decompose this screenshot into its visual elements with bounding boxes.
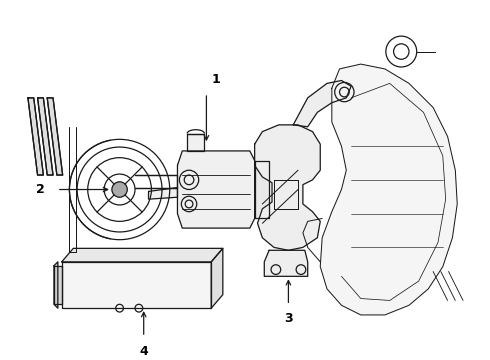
Text: 3: 3 <box>284 312 293 325</box>
Polygon shape <box>211 248 223 308</box>
Polygon shape <box>293 81 351 127</box>
Polygon shape <box>255 161 269 219</box>
Polygon shape <box>62 248 223 262</box>
Polygon shape <box>187 134 204 151</box>
Polygon shape <box>264 250 308 276</box>
Polygon shape <box>255 125 320 250</box>
Text: 2: 2 <box>36 183 44 196</box>
Polygon shape <box>54 266 62 304</box>
Polygon shape <box>38 98 53 175</box>
Polygon shape <box>28 98 44 175</box>
Polygon shape <box>320 64 457 315</box>
Text: 1: 1 <box>211 73 220 86</box>
Polygon shape <box>62 262 211 308</box>
Circle shape <box>112 182 127 197</box>
Polygon shape <box>54 262 58 308</box>
Polygon shape <box>47 98 63 175</box>
Text: 4: 4 <box>139 345 148 358</box>
Polygon shape <box>148 188 177 199</box>
Polygon shape <box>177 151 255 228</box>
